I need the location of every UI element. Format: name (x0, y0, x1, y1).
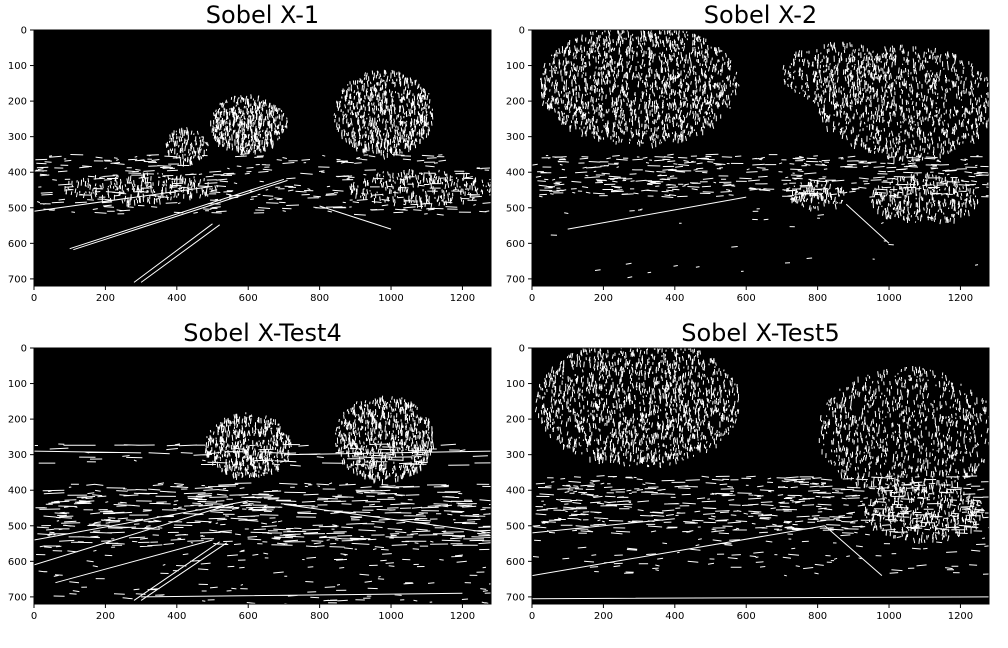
edge-image-background (532, 348, 989, 604)
x-tick-label: 200 (594, 611, 613, 622)
axes-frame (531, 347, 990, 605)
x-tick-label: 800 (310, 293, 329, 304)
x-tick-label: 200 (96, 293, 115, 304)
x-tick-label: 1000 (876, 611, 901, 622)
x-tick-label: 0 (31, 293, 37, 304)
y-tick-label: 400 (506, 168, 525, 179)
y-tick-label: 700 (506, 592, 525, 603)
axes-frame (33, 347, 492, 605)
x-tick-label: 600 (239, 293, 258, 304)
y-tick-label: 600 (506, 239, 525, 250)
x-tick-label: 1200 (948, 611, 973, 622)
y-tick-label: 200 (8, 415, 27, 426)
panel-title-sobel-x-1: Sobel X-1 (205, 1, 320, 29)
y-tick-label: 600 (506, 557, 525, 568)
x-tick-label: 1200 (948, 293, 973, 304)
edge-image-background (34, 348, 491, 604)
y-tick-label: 400 (8, 486, 27, 497)
panel-sobel-x-1: 0 200 400 600 800 1000 1200 0 100 200 300 400 500 600… (8, 26, 492, 304)
y-tick-label: 100 (8, 379, 27, 390)
edge-image-background (34, 30, 491, 286)
x-tick-label: 400 (167, 293, 186, 304)
y-tick-label: 0 (21, 344, 27, 355)
axes-frame (33, 29, 492, 287)
y-tick-label: 700 (506, 274, 525, 285)
y-tick-label: 300 (506, 132, 525, 143)
y-tick-label: 700 (8, 274, 27, 285)
edge-pixels (34, 69, 491, 283)
y-tick-label: 400 (8, 168, 27, 179)
y-tick-label: 300 (8, 450, 27, 461)
x-tick-label: 400 (665, 611, 684, 622)
y-tick-label: 0 (21, 26, 27, 37)
edge-image (532, 348, 989, 600)
y-tick-label: 500 (8, 521, 27, 532)
x-tick-label: 600 (737, 293, 756, 304)
panel-sobel-x-test5: 0 200 400 600 800 1000 1200 0 100 200 300 400 500 600… (506, 344, 990, 622)
y-tick-label: 200 (506, 415, 525, 426)
x-tick-label: 600 (239, 611, 258, 622)
x-tick-label: 800 (310, 611, 329, 622)
x-tick-label: 1000 (378, 611, 403, 622)
edge-image (34, 69, 491, 283)
y-tick-label: 300 (8, 132, 27, 143)
y-tick-label: 100 (506, 61, 525, 72)
edge-image (532, 30, 989, 279)
y-tick-label: 0 (519, 344, 525, 355)
x-tick-label: 0 (529, 611, 535, 622)
x-tick-label: 800 (808, 611, 827, 622)
y-tick-label: 600 (8, 557, 27, 568)
edge-pixels (532, 30, 989, 279)
panel-sobel-x-test4: 0 200 400 600 800 1000 1200 0 100 200 300 400 500 600… (8, 344, 492, 622)
x-tick-label: 200 (96, 611, 115, 622)
x-tick-label: 1200 (450, 293, 475, 304)
y-tick-label: 100 (506, 379, 525, 390)
x-tick-label: 0 (31, 611, 37, 622)
x-tick-label: 800 (808, 293, 827, 304)
axes-frame (531, 29, 990, 287)
y-tick-label: 500 (8, 203, 27, 214)
x-tick-label: 400 (167, 611, 186, 622)
x-tick-label: 1000 (876, 293, 901, 304)
y-tick-label: 300 (506, 450, 525, 461)
y-tick-label: 200 (8, 97, 27, 108)
y-tick-label: 500 (506, 203, 525, 214)
x-tick-label: 600 (737, 611, 756, 622)
panel-title-sobel-x-test5: Sobel X-Test5 (681, 319, 840, 347)
x-tick-label: 200 (594, 293, 613, 304)
y-tick-label: 600 (8, 239, 27, 250)
edge-pixels (532, 348, 989, 600)
y-tick-label: 0 (519, 26, 525, 37)
panel-title-sobel-x-test4: Sobel X-Test4 (183, 319, 342, 347)
x-tick-label: 1200 (450, 611, 475, 622)
panel-title-sobel-x-2: Sobel X-2 (703, 1, 818, 29)
y-tick-label: 500 (506, 521, 525, 532)
y-tick-label: 100 (8, 61, 27, 72)
edge-image (34, 395, 491, 604)
edge-pixels (34, 395, 491, 604)
y-tick-label: 400 (506, 486, 525, 497)
panel-sobel-x-2: 0 200 400 600 800 1000 1200 0 100 200 300 400 500 600… (506, 26, 990, 304)
y-tick-label: 700 (8, 592, 27, 603)
y-tick-label: 200 (506, 97, 525, 108)
x-tick-label: 0 (529, 293, 535, 304)
x-tick-label: 1000 (378, 293, 403, 304)
x-tick-label: 400 (665, 293, 684, 304)
